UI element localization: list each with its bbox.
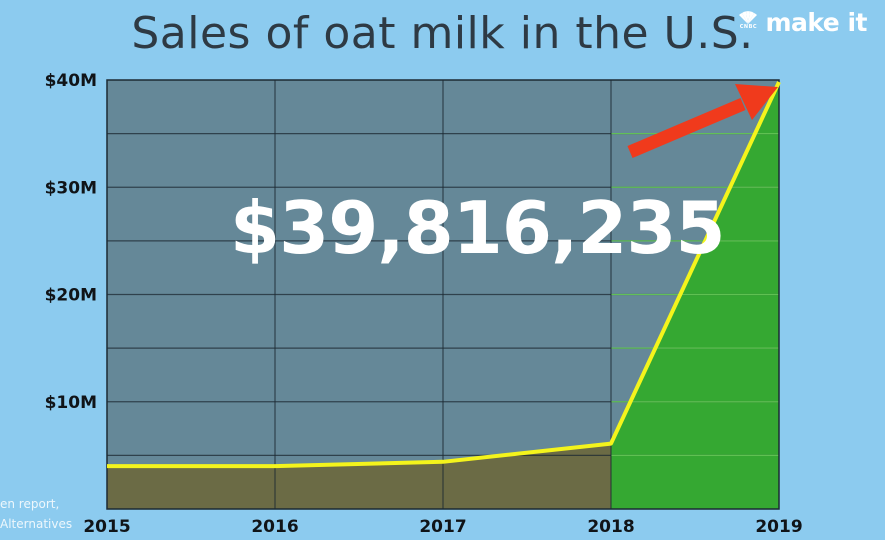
y-tick-label: $40M	[45, 71, 97, 91]
trend-arrow-icon	[627, 84, 778, 158]
x-tick-label: 2018	[587, 517, 634, 537]
area-fill-early	[107, 443, 611, 509]
brand-logo: CNBC make it	[735, 6, 867, 38]
x-tick-label: 2019	[755, 517, 802, 537]
y-tick-label: $20M	[45, 286, 97, 306]
brand-name: make it	[765, 7, 867, 37]
source-line-1: en report,	[0, 497, 60, 511]
peacock-icon: CNBC	[735, 11, 761, 33]
y-tick-label: $10M	[45, 393, 97, 413]
x-tick-label: 2017	[419, 517, 466, 537]
chart-title: Sales of oat milk in the U.S.	[131, 8, 754, 59]
brand-sub: CNBC	[739, 24, 758, 30]
source-note: en report, Alternatives	[0, 494, 72, 534]
source-line-2: Alternatives	[0, 517, 73, 531]
highlight-value: $39,816,235	[230, 186, 726, 270]
plot-border	[106, 79, 780, 510]
x-tick-label: 2016	[251, 517, 298, 537]
x-tick-label: 2015	[83, 517, 130, 537]
y-tick-label: $30M	[45, 178, 97, 198]
